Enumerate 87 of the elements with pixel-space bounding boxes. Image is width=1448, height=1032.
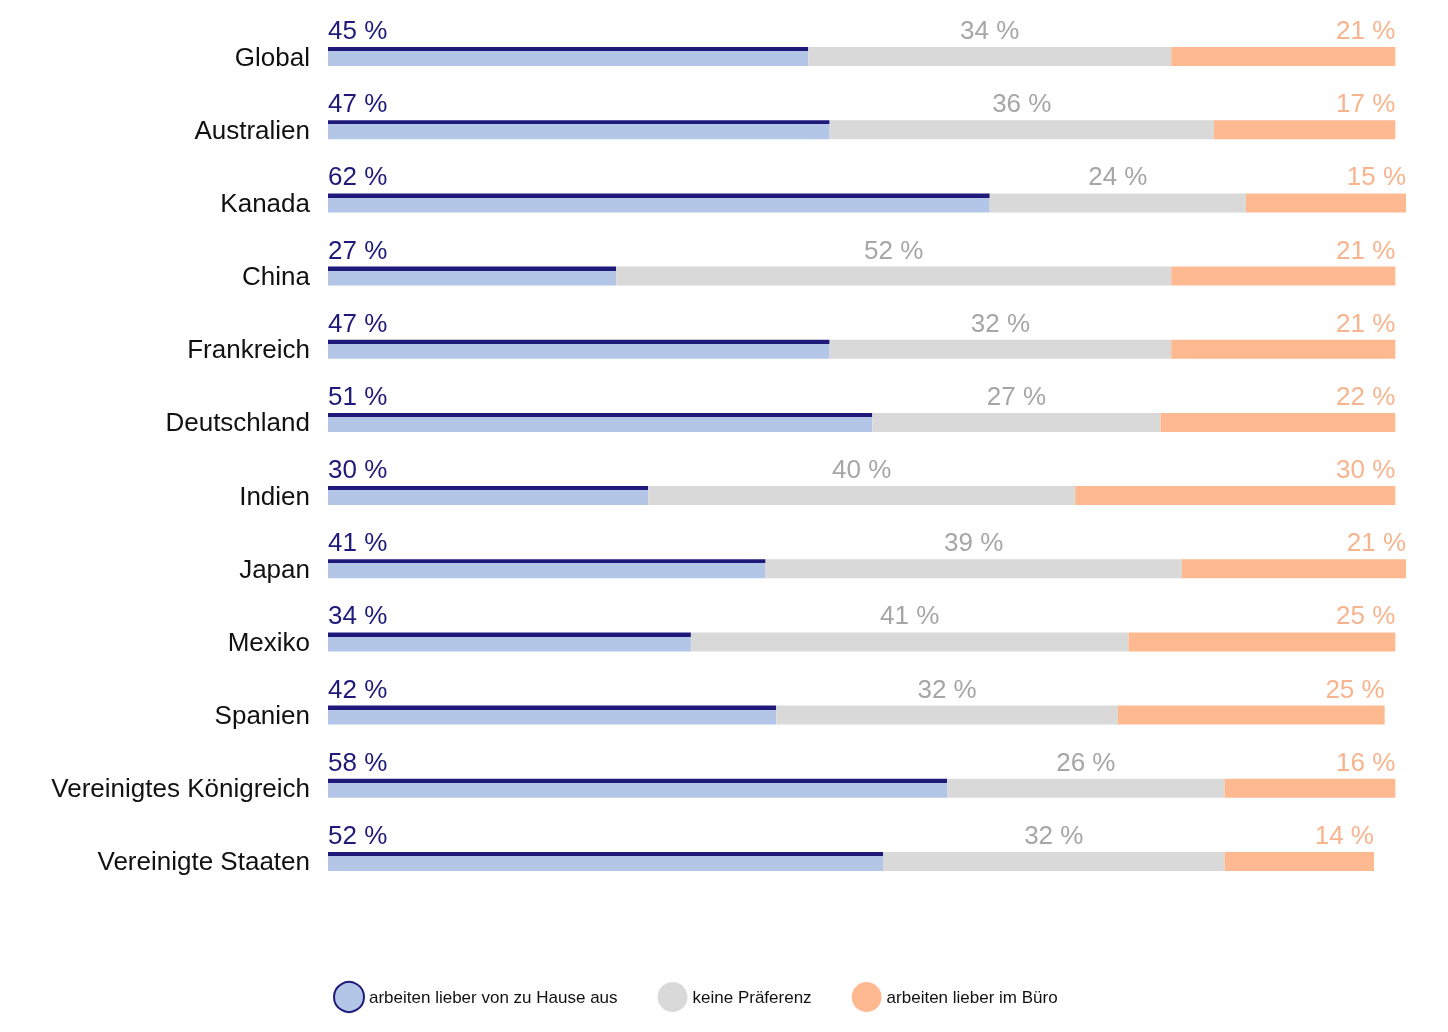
bar: [829, 339, 1172, 359]
data-label: 45 %: [328, 15, 388, 46]
data-label: 27 %: [986, 380, 1047, 411]
data-label: 34 %: [960, 15, 1020, 46]
data-label: 52 %: [864, 234, 924, 265]
bar: [1181, 559, 1406, 579]
data-label: 21 %: [1336, 15, 1396, 46]
bar: [883, 851, 1225, 871]
y-tick-label: Japan: [239, 553, 310, 584]
data-label: 21 %: [1346, 527, 1406, 558]
y-tick-label: Indien: [239, 480, 310, 511]
bar: [1075, 486, 1396, 506]
y-tick-label: Spanien: [214, 700, 310, 731]
data-label: 24 %: [1088, 161, 1148, 192]
data-label: 47 %: [328, 88, 388, 119]
bar: [328, 486, 649, 506]
data-label: 16 %: [1336, 746, 1396, 777]
y-tick-label: Vereinigte Staaten: [97, 846, 310, 877]
bar: [829, 120, 1214, 140]
data-label: 47 %: [328, 307, 388, 338]
bar: [1224, 851, 1374, 871]
bar: [648, 486, 1076, 506]
data-label: 26 %: [1056, 746, 1116, 777]
bar: [328, 705, 777, 725]
bar: [1171, 339, 1396, 359]
y-tick-label: Vereinigtes Königreich: [51, 773, 310, 804]
bar: [328, 339, 830, 359]
bar: [328, 778, 948, 798]
data-label: 52 %: [328, 819, 388, 850]
data-label: 39 %: [944, 527, 1004, 558]
bar: [1171, 47, 1396, 67]
bar: [328, 632, 691, 652]
data-label: 36 %: [992, 88, 1052, 119]
data-label: 21 %: [1336, 307, 1396, 338]
data-label: 32 %: [1024, 819, 1084, 850]
legend-label: keine Präferenz: [692, 987, 812, 1007]
bar: [989, 193, 1246, 213]
y-tick-label: Global: [234, 41, 310, 72]
bar: [690, 632, 1129, 652]
bar: [776, 705, 1118, 725]
data-label: 30 %: [1336, 454, 1396, 485]
y-tick-label: Australien: [194, 114, 310, 145]
bar: [808, 47, 1172, 67]
bar: [328, 412, 873, 432]
bar: [616, 266, 1172, 286]
bar: [872, 412, 1161, 432]
bar: [328, 851, 884, 871]
bar: [947, 778, 1225, 798]
data-label: 41 %: [880, 600, 940, 631]
data-label: 22 %: [1336, 380, 1396, 411]
data-label: 62 %: [328, 161, 388, 192]
data-label: 21 %: [1336, 234, 1396, 265]
data-label: 32 %: [970, 307, 1031, 338]
data-label: 25 %: [1336, 600, 1396, 631]
data-label: 25 %: [1325, 673, 1385, 704]
data-label: 15 %: [1346, 161, 1406, 192]
bar: [1224, 778, 1396, 798]
y-tick-label: China: [242, 261, 311, 292]
y-tick-label: Mexiko: [227, 626, 310, 657]
y-tick-label: Deutschland: [165, 407, 310, 438]
data-label: 32 %: [917, 673, 977, 704]
data-label: 40 %: [832, 454, 892, 485]
data-label: 27 %: [328, 234, 388, 265]
bar: [1245, 193, 1406, 213]
data-label: 34 %: [328, 600, 388, 631]
y-tick-label: Kanada: [220, 187, 311, 218]
legend-label: arbeiten lieber im Büro: [886, 987, 1058, 1007]
bar: [1160, 412, 1396, 432]
data-label: 58 %: [328, 746, 388, 777]
bar: [328, 120, 830, 140]
bar: [328, 559, 766, 579]
data-label: 51 %: [328, 380, 388, 411]
bar: [328, 266, 617, 286]
bar: [1128, 632, 1396, 652]
data-label: 30 %: [328, 454, 388, 485]
bar: [328, 47, 809, 67]
bar: [765, 559, 1182, 579]
data-label: 41 %: [328, 527, 388, 558]
bar: [1117, 705, 1385, 725]
data-label: 17 %: [1336, 88, 1396, 119]
bar: [328, 193, 990, 213]
legend-label: arbeiten lieber von zu Hause aus: [369, 987, 618, 1007]
bar: [1213, 120, 1396, 140]
bar: [1171, 266, 1396, 286]
data-label: 42 %: [328, 673, 388, 704]
data-label: 14 %: [1314, 819, 1374, 850]
y-tick-label: Frankreich: [187, 334, 310, 365]
